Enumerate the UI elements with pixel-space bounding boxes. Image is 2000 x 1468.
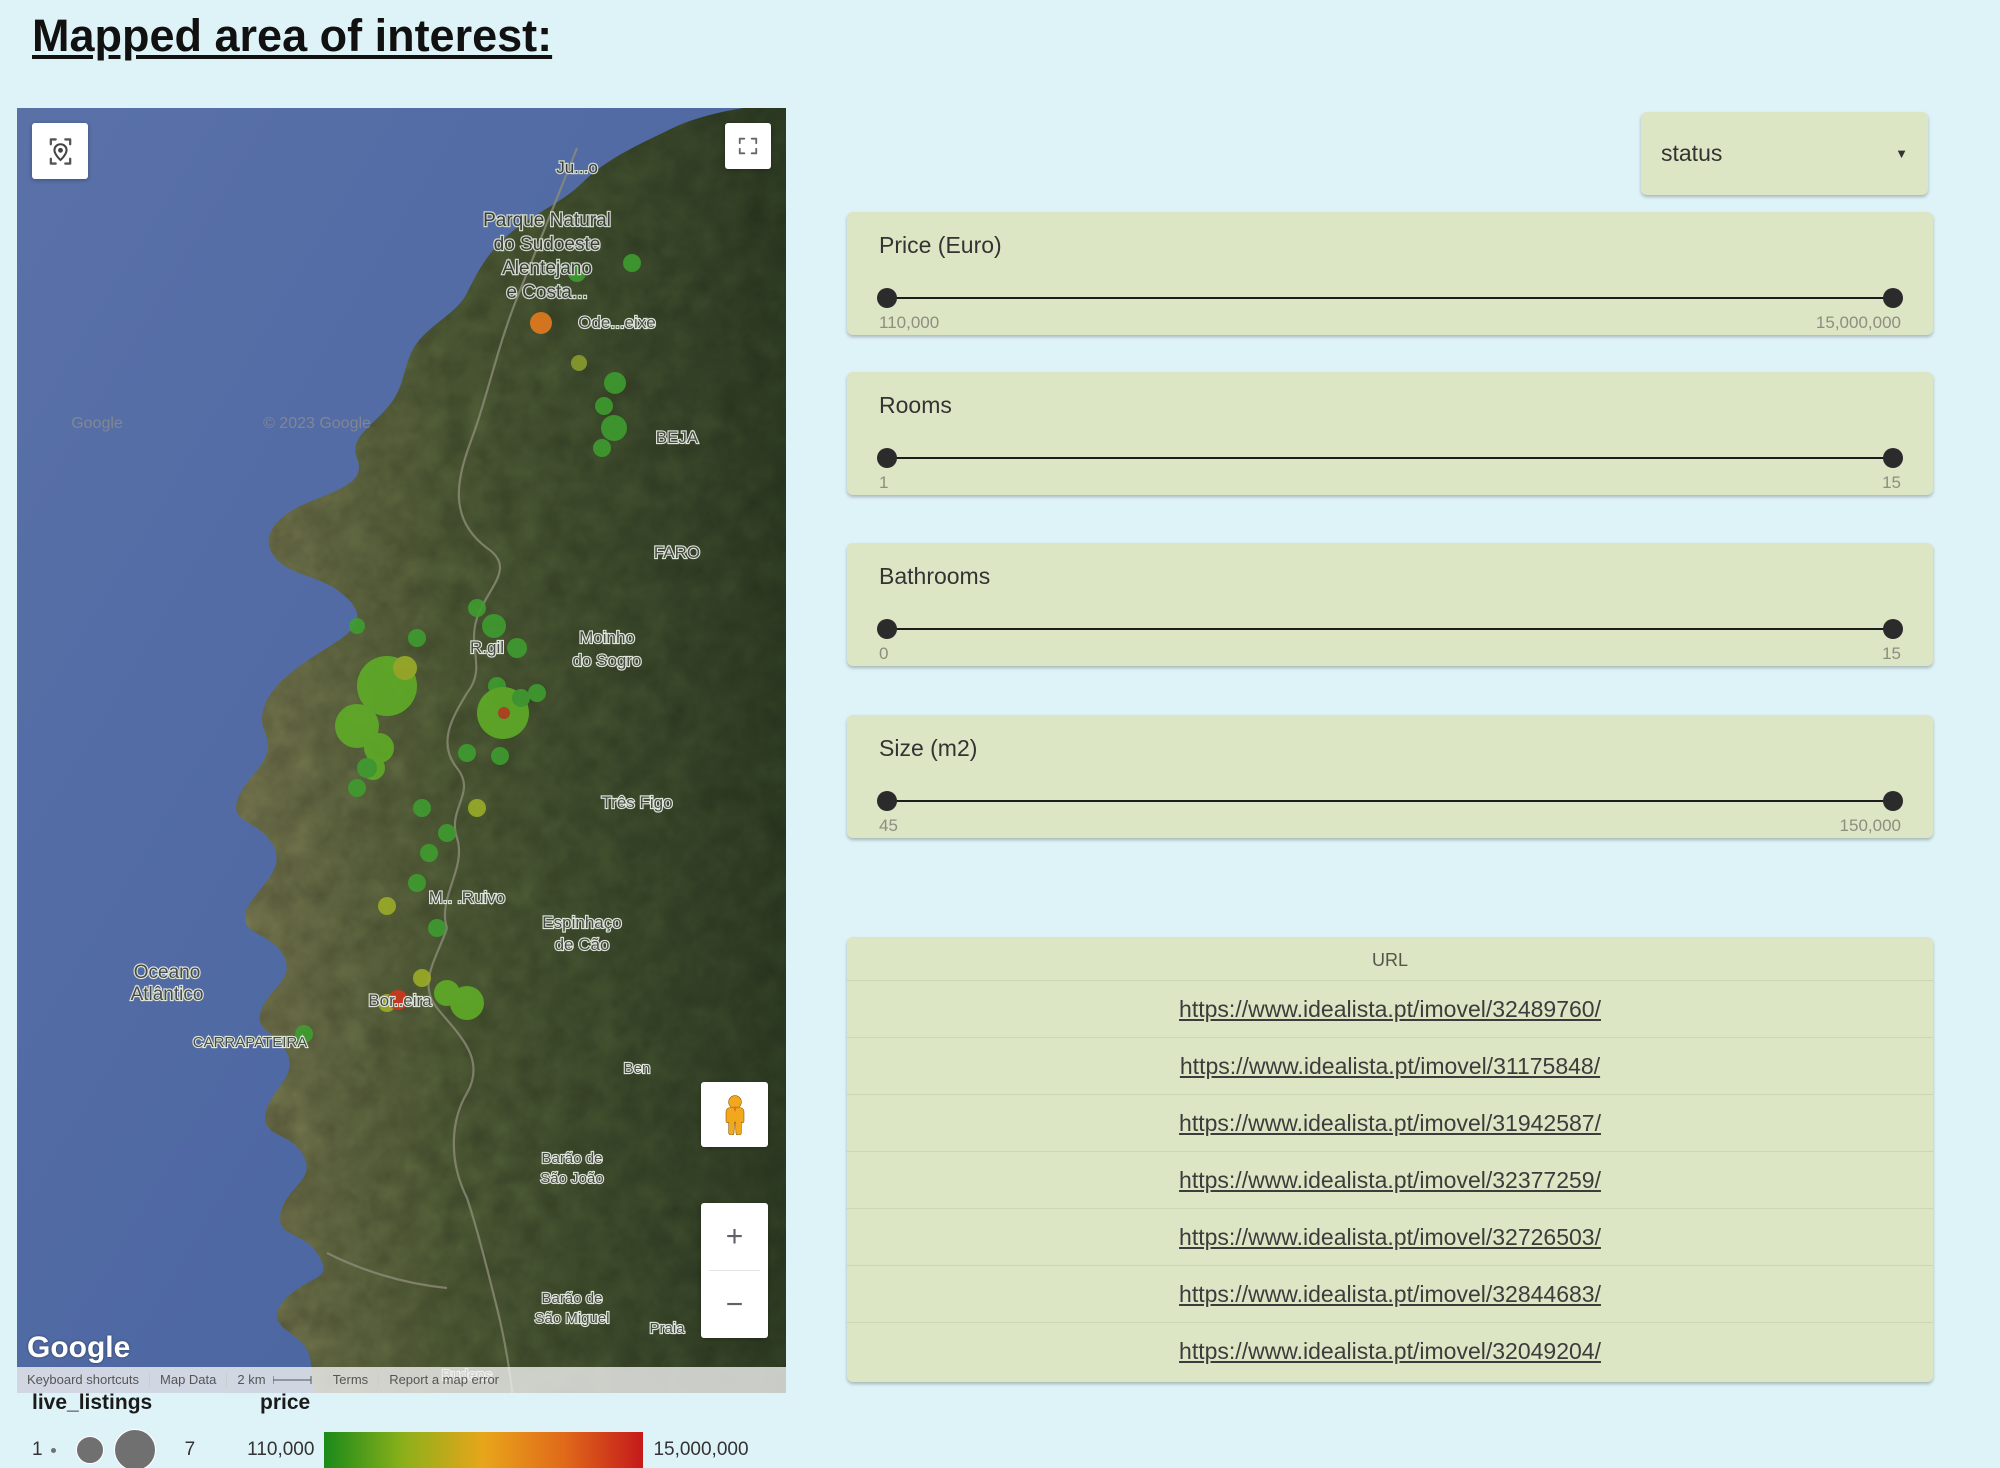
- svg-text:Google: Google: [71, 415, 123, 432]
- svg-text:CARRAPATEIRA: CARRAPATEIRA: [193, 1034, 307, 1051]
- svg-text:e Costa...: e Costa...: [506, 282, 587, 303]
- svg-text:São Miguel: São Miguel: [534, 1310, 609, 1327]
- svg-text:do Sudoeste: do Sudoeste: [494, 234, 601, 255]
- svg-text:Barão de: Barão de: [542, 1290, 603, 1307]
- svg-text:Barão de: Barão de: [542, 1150, 603, 1167]
- svg-text:Ode...eixe: Ode...eixe: [578, 313, 656, 332]
- svg-text:BEJA: BEJA: [656, 428, 699, 447]
- svg-text:Ju...o: Ju...o: [556, 158, 598, 177]
- svg-text:© 2023 Google: © 2023 Google: [263, 415, 371, 432]
- svg-text:Moinho: Moinho: [579, 628, 635, 647]
- svg-text:Três Figo: Três Figo: [601, 793, 672, 812]
- svg-text:Ben: Ben: [624, 1060, 651, 1077]
- svg-text:Atlântico: Atlântico: [131, 984, 204, 1005]
- svg-text:Bor..eira: Bor..eira: [368, 991, 432, 1010]
- svg-text:M.. .Ruivo: M.. .Ruivo: [429, 888, 506, 907]
- svg-text:R.gil: R.gil: [470, 638, 504, 657]
- svg-text:de Cão: de Cão: [555, 935, 610, 954]
- svg-text:Oceano: Oceano: [134, 962, 201, 983]
- svg-text:Parque Natural: Parque Natural: [483, 210, 611, 231]
- svg-text:São João: São João: [540, 1170, 603, 1187]
- svg-text:Alentejano: Alentejano: [502, 258, 592, 279]
- svg-text:Praia: Praia: [649, 1320, 685, 1337]
- svg-text:do Sogro: do Sogro: [573, 651, 642, 670]
- svg-text:Espinhaço: Espinhaço: [542, 913, 621, 932]
- svg-text:FARO: FARO: [654, 543, 700, 562]
